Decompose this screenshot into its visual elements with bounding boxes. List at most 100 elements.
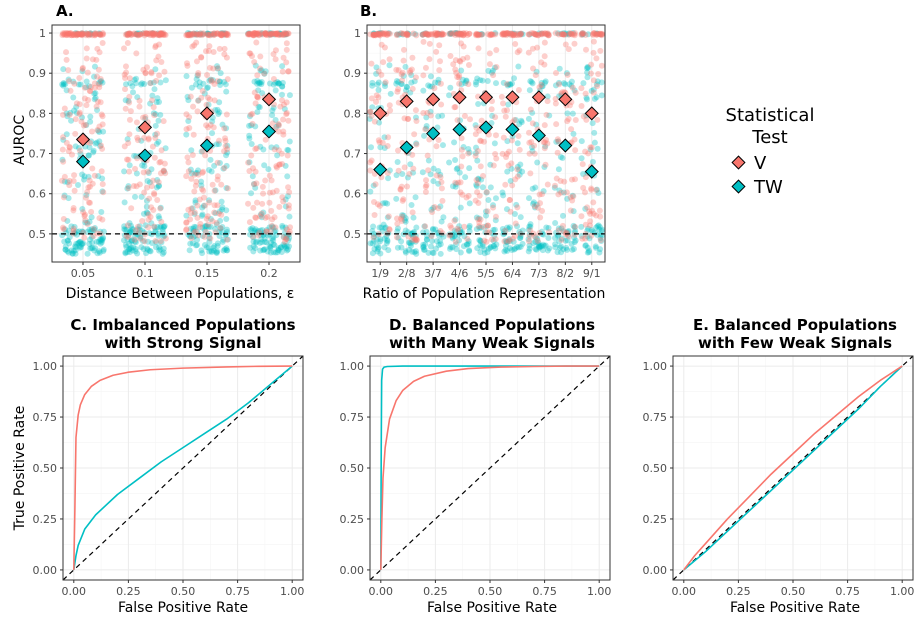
panel-b-point-v (481, 138, 488, 145)
panel-b-point-tw (590, 86, 597, 93)
panel-b-point-tw (517, 235, 524, 242)
panel-b-point-tw (440, 233, 447, 240)
panel-b-point-tw (487, 244, 494, 251)
panel-b-point-v (398, 218, 405, 225)
panel-a-point-v (91, 84, 98, 91)
panel-b-point-tw (377, 144, 384, 151)
panel-b-point-v (367, 31, 374, 38)
panel-b-point-v (394, 31, 401, 38)
panel-b-point-tw (500, 192, 507, 199)
panel-a-point-tw (87, 228, 94, 235)
panel-a-point-tw (214, 248, 221, 255)
panel-b-point-tw (377, 236, 384, 243)
panel-b-point-tw (562, 30, 569, 37)
panel-b-point-tw (597, 246, 604, 253)
panel-a-point-v (192, 228, 199, 235)
panel-a-point-v (90, 225, 97, 232)
panel-a-point-tw (271, 31, 278, 38)
panel-b-point-tw (499, 226, 506, 233)
panel-b-point-v (593, 55, 600, 62)
panel-b-point-v (440, 31, 447, 38)
panel-a-point-v (157, 30, 164, 37)
panel-a-point-tw (80, 240, 87, 247)
panel-a-point-v (66, 32, 73, 39)
panel-b-point-v (580, 113, 587, 120)
panel-b-point-tw (382, 83, 389, 90)
panel-a-point-tw (96, 248, 103, 255)
panel-a-point-tw (86, 218, 93, 225)
panel-b-point-tw (437, 237, 444, 244)
panel-a-point-tw (140, 210, 147, 217)
panel-b-point-v (458, 146, 465, 153)
panel-b-point-v (479, 31, 486, 38)
panel-b-point-tw (490, 243, 497, 250)
panel-b-point-tw (504, 168, 511, 175)
panel-b-point-v (488, 236, 495, 243)
panel-a-point-v (194, 202, 201, 209)
panel-a-point-v (80, 209, 87, 216)
panel-b-point-v (383, 31, 390, 38)
panel-a-point-tw (217, 217, 224, 224)
panel-b-ytick-label: 0.9 (344, 67, 362, 80)
panel-b-point-v (541, 139, 548, 146)
panel-a-point-tw (153, 244, 160, 251)
panel-a-point-v (268, 31, 275, 38)
panel-b-point-v (410, 165, 417, 172)
panel-b-point-v (507, 30, 514, 37)
panel-a-point-v (160, 30, 167, 37)
panel-a-point-v (190, 30, 197, 37)
panel-b-point-v (370, 31, 377, 38)
panel-e-curve-v (683, 365, 903, 571)
panel-a-point-v (183, 226, 190, 233)
panel-b-point-v (571, 223, 578, 230)
panel-b-point-v (386, 56, 393, 63)
panel-a-point-tw (152, 227, 159, 234)
panel-b-point-v (450, 61, 457, 68)
panel-b-point-v (490, 72, 497, 79)
panel-b-point-v (393, 32, 400, 39)
panel-b-point-tw (503, 238, 510, 245)
panel-b-point-v (535, 32, 542, 39)
panel-a-point-tw (209, 118, 216, 125)
panel-b-point-tw (584, 249, 591, 256)
panel-b-point-tw (411, 78, 418, 85)
panel-b-point-tw (423, 114, 430, 121)
panel-b-point-tw (563, 246, 570, 253)
panel-a-point-v (224, 146, 231, 153)
panel-a-point-v (133, 50, 140, 57)
panel-b-point-tw (499, 189, 506, 196)
panel-b-point-tw (502, 247, 509, 254)
panel-b-point-v (457, 179, 464, 186)
panel-b-point-tw (551, 184, 558, 191)
panel-a-point-tw (82, 219, 89, 226)
panel-a-point-v (204, 94, 211, 101)
panel-a-point-tw (90, 147, 97, 154)
panel-a-point-v (90, 233, 97, 240)
panel-b-point-v (477, 137, 484, 144)
panel-b-point-v (505, 238, 512, 245)
panel-a-point-tw (154, 223, 161, 230)
panel-a-point-v (254, 72, 261, 79)
panel-b-point-tw (539, 83, 546, 90)
panel-a-point-v (191, 171, 198, 178)
panel-a-point-v (68, 32, 75, 39)
panel-a-point-tw (270, 237, 277, 244)
panel-a-xtick-label: 0.2 (260, 267, 278, 280)
panel-a-point-tw (155, 117, 162, 124)
panel-a-point-tw (281, 106, 288, 113)
panel-b-point-v (531, 150, 538, 157)
panel-b-point-v (368, 95, 375, 102)
panel-a-point-tw (65, 227, 72, 234)
panel-a-point-tw (159, 30, 166, 37)
panel-a-point-v (223, 30, 230, 37)
panel-a-point-v (188, 235, 195, 242)
panel-b-point-tw (477, 237, 484, 244)
panel-a-point-tw (69, 250, 76, 257)
panel-a-point-tw (99, 235, 106, 242)
panel-b-point-v (371, 212, 378, 219)
panel-a-point-v (72, 116, 79, 123)
panel-a-point-tw (98, 239, 105, 246)
panel-b-point-tw (503, 206, 510, 213)
panel-a-point-v (78, 30, 85, 37)
panel-a-point-tw (260, 209, 267, 216)
